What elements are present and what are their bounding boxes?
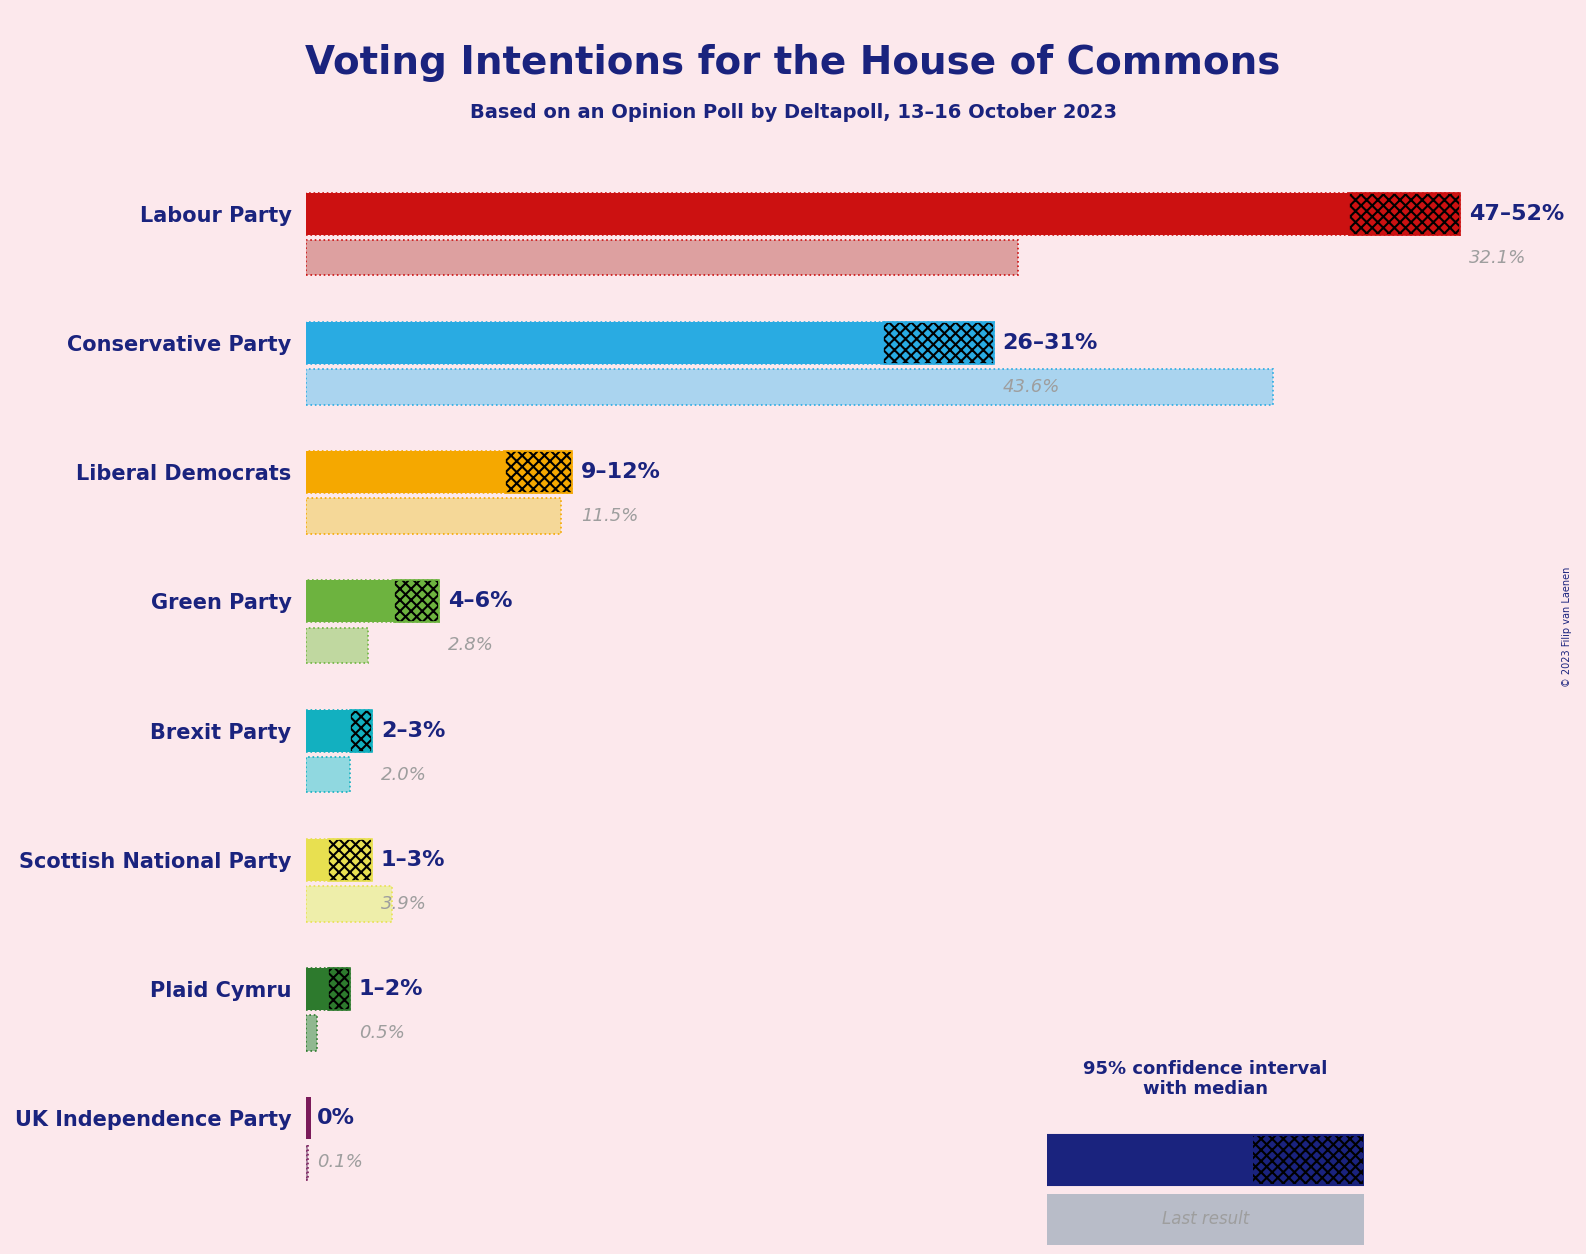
Text: Voting Intentions for the House of Commons: Voting Intentions for the House of Commo… [306,44,1280,82]
Bar [328,839,373,882]
Text: 4–6%: 4–6% [447,592,512,612]
Text: 0.5%: 0.5% [358,1025,404,1042]
Bar [1253,1135,1364,1185]
Bar [1047,1135,1253,1185]
Bar [883,322,994,364]
Bar [306,369,1274,405]
Text: 1–3%: 1–3% [381,850,446,870]
Bar [306,1097,311,1140]
Text: 2.8%: 2.8% [447,637,493,655]
Bar [328,968,351,1011]
Bar [306,451,506,493]
Bar [1350,193,1461,234]
Bar [306,322,883,364]
Bar [306,887,392,922]
Bar [306,1016,317,1051]
Bar [328,968,351,1011]
Bar [1350,193,1461,234]
Text: © 2023 Filip van Laenen: © 2023 Filip van Laenen [1562,567,1572,687]
Text: 32.1%: 32.1% [1469,248,1526,267]
Bar [306,581,395,622]
Bar [306,628,368,663]
Bar [306,498,561,534]
Text: 2.0%: 2.0% [381,766,427,784]
Text: 2–3%: 2–3% [381,721,446,741]
Bar [506,451,573,493]
Text: 47–52%: 47–52% [1469,203,1564,223]
Text: 9–12%: 9–12% [580,463,661,483]
Bar [1047,1135,1364,1185]
Text: 3.9%: 3.9% [381,895,427,913]
Bar [306,710,351,751]
Bar [306,1145,308,1180]
Bar [328,839,373,882]
Bar [306,968,328,1011]
Text: 43.6%: 43.6% [1002,377,1059,396]
Bar [351,710,373,751]
Text: Based on an Opinion Poll by Deltapoll, 13–16 October 2023: Based on an Opinion Poll by Deltapoll, 1… [469,103,1117,122]
Bar [306,240,1018,276]
Text: 0%: 0% [317,1109,355,1129]
Text: Last result: Last result [1161,1210,1250,1228]
Bar [306,193,1350,234]
Bar [395,581,439,622]
Bar [395,581,439,622]
Bar [306,757,351,793]
Bar [306,839,328,882]
Text: 95% confidence interval
with median: 95% confidence interval with median [1083,1060,1327,1099]
Text: 0.1%: 0.1% [317,1154,363,1171]
Text: 1–2%: 1–2% [358,979,423,999]
Bar [351,710,373,751]
Text: 26–31%: 26–31% [1002,334,1098,352]
Text: 11.5%: 11.5% [580,507,638,525]
Bar [506,451,573,493]
Bar [883,322,994,364]
